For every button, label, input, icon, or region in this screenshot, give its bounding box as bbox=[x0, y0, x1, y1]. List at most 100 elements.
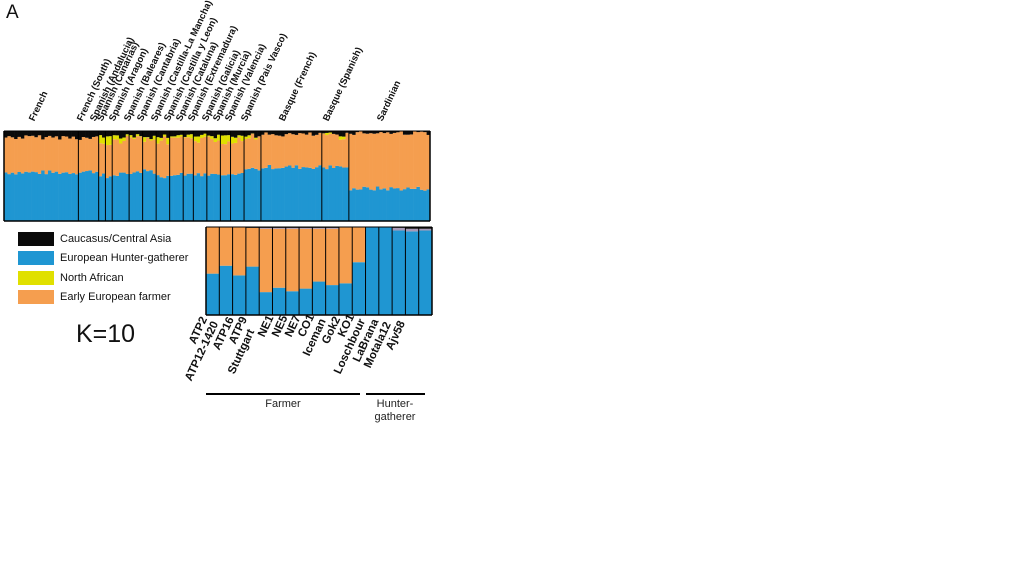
bar-segment-caucasus bbox=[152, 131, 157, 136]
bar-segment-northafrican bbox=[98, 135, 103, 144]
bar-segment-hunter bbox=[206, 175, 211, 221]
bar-segment-caucasus bbox=[71, 131, 76, 137]
bar-segment-hunter bbox=[122, 172, 127, 221]
bar-segment-hunter bbox=[135, 171, 140, 221]
legend-item: Caucasus/Central Asia bbox=[18, 229, 188, 249]
bar-segment-farmer bbox=[47, 135, 52, 171]
bar-segment-farmer bbox=[203, 136, 208, 174]
bar-segment-northafrican bbox=[200, 134, 204, 138]
bar-segment-caucasus bbox=[409, 131, 414, 135]
bar-segment-farmer bbox=[338, 139, 343, 167]
bar-segment-farmer bbox=[277, 135, 282, 169]
bar-segment-caucasus bbox=[389, 131, 394, 134]
bar-segment-hunter bbox=[91, 173, 96, 221]
bar-segment-caucasus bbox=[213, 131, 218, 139]
legend-label: Early European farmer bbox=[60, 291, 171, 304]
hunter-group-label: Hunter-gatherer bbox=[374, 398, 416, 423]
bar-segment-farmer bbox=[75, 139, 79, 175]
bar-segment-caucasus bbox=[95, 131, 99, 137]
bar-segment-farmer bbox=[159, 140, 164, 178]
sample-bar-hunter bbox=[338, 283, 353, 315]
bar-segment-hunter bbox=[392, 188, 397, 221]
bar-segment-hunter bbox=[359, 189, 363, 221]
bar-segment-hunter bbox=[325, 169, 329, 221]
bar-segment-hunter bbox=[142, 169, 147, 221]
bar-segment-hunter bbox=[389, 187, 394, 221]
bar-segment-caucasus bbox=[304, 131, 309, 135]
bar-segment-caucasus bbox=[129, 131, 133, 136]
bar-segment-caucasus bbox=[78, 131, 83, 140]
bar-segment-hunter bbox=[186, 173, 191, 221]
bar-segment-caucasus bbox=[291, 131, 296, 135]
bar-segment-caucasus bbox=[233, 131, 238, 138]
bar-segment-farmer bbox=[193, 141, 198, 176]
bar-segment-hunter bbox=[318, 165, 323, 221]
sample-bar-hunter bbox=[325, 285, 339, 315]
bar-segment-farmer bbox=[98, 143, 103, 177]
bar-segment-farmer bbox=[298, 133, 302, 169]
bar-segment-hunter bbox=[203, 173, 208, 221]
bar-segment-hunter bbox=[34, 172, 39, 221]
bar-segment-caucasus bbox=[416, 131, 421, 133]
bar-segment-northafrican bbox=[159, 137, 164, 141]
sample-bar-caucasus bbox=[405, 227, 419, 229]
bar-segment-hunter bbox=[149, 170, 154, 221]
bar-segment-caucasus bbox=[396, 131, 400, 133]
bar-segment-farmer bbox=[17, 136, 22, 172]
bar-segment-farmer bbox=[250, 133, 255, 168]
legend-label: Caucasus/Central Asia bbox=[60, 232, 172, 245]
bar-segment-caucasus bbox=[227, 131, 231, 136]
bar-segment-farmer bbox=[196, 142, 201, 174]
bar-segment-farmer bbox=[257, 136, 262, 171]
bar-segment-caucasus bbox=[122, 131, 127, 138]
bar-segment-farmer bbox=[365, 133, 370, 188]
bar-segment-caucasus bbox=[328, 131, 333, 133]
bar-segment-caucasus bbox=[64, 131, 69, 137]
bar-segment-farmer bbox=[115, 139, 120, 176]
sample-bar-hunter bbox=[418, 230, 432, 315]
bar-segment-farmer bbox=[392, 132, 397, 189]
sample-bar-farmer bbox=[272, 228, 286, 288]
bar-segment-caucasus bbox=[402, 131, 407, 135]
bar-segment-hunter bbox=[200, 176, 204, 221]
bar-segment-hunter bbox=[223, 175, 228, 221]
bar-segment-farmer bbox=[88, 138, 93, 171]
bar-segment-caucasus bbox=[193, 131, 198, 137]
bar-segment-hunter bbox=[291, 167, 296, 221]
bar-segment-farmer bbox=[176, 137, 181, 175]
bar-segment-farmer bbox=[129, 137, 133, 174]
bar-segment-hunter bbox=[304, 167, 309, 221]
bar-segment-caucasus bbox=[392, 131, 397, 133]
bar-segment-hunter bbox=[37, 173, 42, 221]
bar-segment-hunter bbox=[166, 175, 170, 221]
bar-segment-caucasus bbox=[85, 131, 89, 138]
bar-segment-hunter bbox=[375, 186, 380, 221]
bar-segment-caucasus bbox=[325, 131, 329, 133]
sample-bar-farmer bbox=[232, 227, 246, 276]
bar-segment-caucasus bbox=[156, 131, 160, 138]
bar-segment-hunter bbox=[257, 170, 262, 221]
bar-segment-farmer bbox=[413, 131, 417, 189]
bar-segment-hunter bbox=[75, 174, 79, 221]
bar-segment-hunter bbox=[298, 168, 302, 221]
bar-segment-northafrican bbox=[112, 135, 116, 140]
bar-segment-farmer bbox=[402, 134, 407, 190]
bar-segment-northafrican bbox=[169, 136, 174, 138]
bar-segment-northafrican bbox=[193, 136, 198, 142]
sample-bar-hunter bbox=[378, 227, 393, 315]
bar-segment-farmer bbox=[284, 134, 289, 167]
sample-bar-hunter bbox=[206, 273, 220, 315]
bar-segment-hunter bbox=[189, 173, 194, 221]
bar-segment-caucasus bbox=[27, 131, 32, 137]
bar-segment-hunter bbox=[281, 167, 285, 221]
bar-segment-hunter bbox=[250, 167, 255, 221]
bar-segment-hunter bbox=[288, 165, 292, 221]
bar-segment-caucasus bbox=[183, 131, 187, 137]
bar-segment-farmer bbox=[105, 145, 110, 179]
bar-segment-northafrican bbox=[325, 132, 329, 136]
bar-segment-farmer bbox=[244, 139, 248, 170]
bar-segment-farmer bbox=[315, 134, 319, 168]
bar-segment-farmer bbox=[372, 133, 377, 191]
bar-segment-farmer bbox=[71, 136, 76, 174]
bar-segment-hunter bbox=[267, 164, 272, 221]
